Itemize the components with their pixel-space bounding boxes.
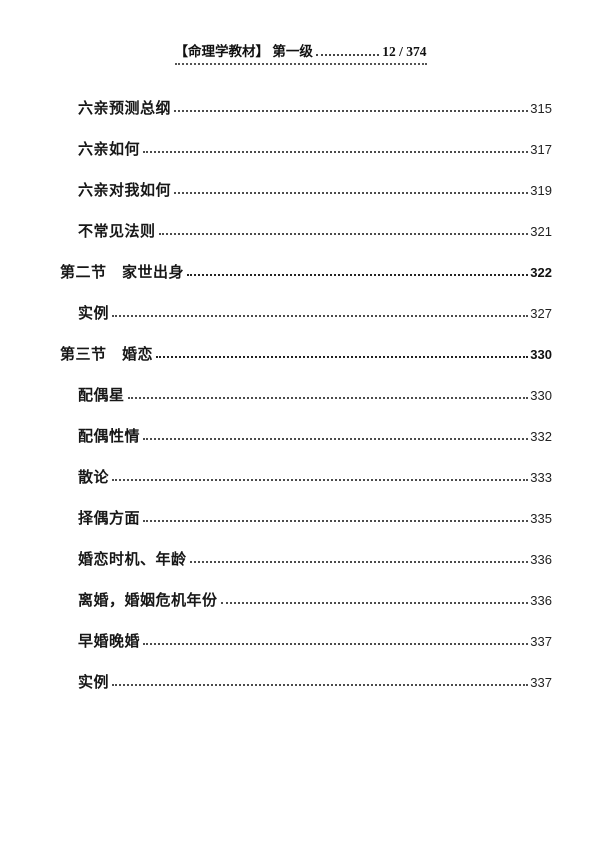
toc-entry-3[interactable]: 不常见法则 321 [60, 222, 552, 242]
toc-dot-leader [112, 684, 529, 686]
toc-dot-leader [127, 397, 529, 399]
toc-entry-page: 315 [530, 101, 552, 116]
toc-entry-title: 配偶性情 [78, 428, 141, 445]
toc-entry-page: 336 [530, 552, 552, 567]
header-dot-leader [315, 54, 380, 56]
toc-entry-6[interactable]: 第三节 婚恋 330 [60, 345, 552, 365]
toc-entry-page: 330 [530, 347, 552, 362]
toc-entry-9[interactable]: 散论 333 [60, 468, 552, 488]
toc-entry-13[interactable]: 早婚晚婚 337 [60, 632, 552, 652]
toc-entry-11[interactable]: 婚恋时机、年龄 336 [60, 550, 552, 570]
toc-entry-title: 实例 [78, 674, 110, 691]
toc-dot-leader [187, 274, 529, 276]
header-title: 【命理学教材】 第一级 [174, 44, 313, 59]
toc-entry-page: 322 [530, 265, 552, 280]
toc-entry-page: 332 [530, 429, 552, 444]
toc-dot-leader [143, 520, 529, 522]
toc-entry-page: 335 [530, 511, 552, 526]
toc-entry-14[interactable]: 实例 337 [60, 673, 552, 693]
toc-entry-page: 330 [530, 388, 552, 403]
toc-entry-title: 第三节 婚恋 [60, 346, 154, 363]
toc-entry-10[interactable]: 择偶方面 335 [60, 509, 552, 529]
toc-dot-leader [158, 233, 529, 235]
toc-entry-1[interactable]: 六亲如何 317 [60, 140, 552, 160]
toc-entry-page: 319 [530, 183, 552, 198]
toc-entry-2[interactable]: 六亲对我如何 319 [60, 181, 552, 201]
toc-dot-leader [174, 110, 529, 112]
page-header: 【命理学教材】 第一级 12 / 374 [174, 40, 427, 65]
toc-entry-title: 实例 [78, 305, 110, 322]
toc-entry-title: 第二节 家世出身 [60, 264, 185, 281]
toc-entry-title: 配偶星 [78, 387, 125, 404]
toc-list: 六亲预测总纲 315 六亲如何 317 六亲对我如何 319 不常见法则 321… [60, 99, 552, 693]
toc-entry-page: 333 [530, 470, 552, 485]
toc-entry-title: 六亲对我如何 [78, 182, 172, 199]
toc-entry-page: 327 [530, 306, 552, 321]
toc-dot-leader [143, 151, 529, 153]
toc-entry-title: 散论 [78, 469, 110, 486]
toc-dot-leader [143, 438, 529, 440]
toc-entry-title: 六亲预测总纲 [78, 100, 172, 117]
document-page: { "header": { "title": "【命理学教材】 第一级", "p… [0, 40, 601, 861]
toc-entry-page: 321 [530, 224, 552, 239]
toc-dot-leader [112, 315, 529, 317]
toc-entry-0[interactable]: 六亲预测总纲 315 [60, 99, 552, 119]
toc-entry-4[interactable]: 第二节 家世出身 322 [60, 263, 552, 283]
toc-entry-title: 婚恋时机、年龄 [78, 551, 187, 568]
toc-entry-page: 336 [530, 593, 552, 608]
toc-entry-title: 早婚晚婚 [78, 633, 141, 650]
toc-entry-title: 不常见法则 [78, 223, 156, 240]
toc-entry-page: 337 [530, 634, 552, 649]
toc-entry-title: 六亲如何 [78, 141, 141, 158]
toc-entry-5[interactable]: 实例 327 [60, 304, 552, 324]
toc-dot-leader [174, 192, 529, 194]
toc-dot-leader [156, 356, 529, 358]
toc-entry-12[interactable]: 离婚，婚姻危机年份 336 [60, 591, 552, 611]
header-page-indicator: 12 / 374 [382, 44, 427, 59]
toc-dot-leader [112, 479, 529, 481]
toc-entry-page: 337 [530, 675, 552, 690]
toc-entry-page: 317 [530, 142, 552, 157]
toc-dot-leader [189, 561, 529, 563]
toc-dot-leader [143, 643, 529, 645]
toc-entry-7[interactable]: 配偶星 330 [60, 386, 552, 406]
toc-entry-title: 离婚，婚姻危机年份 [78, 592, 218, 609]
toc-entry-title: 择偶方面 [78, 510, 141, 527]
toc-dot-leader [220, 602, 529, 604]
toc-entry-8[interactable]: 配偶性情 332 [60, 427, 552, 447]
